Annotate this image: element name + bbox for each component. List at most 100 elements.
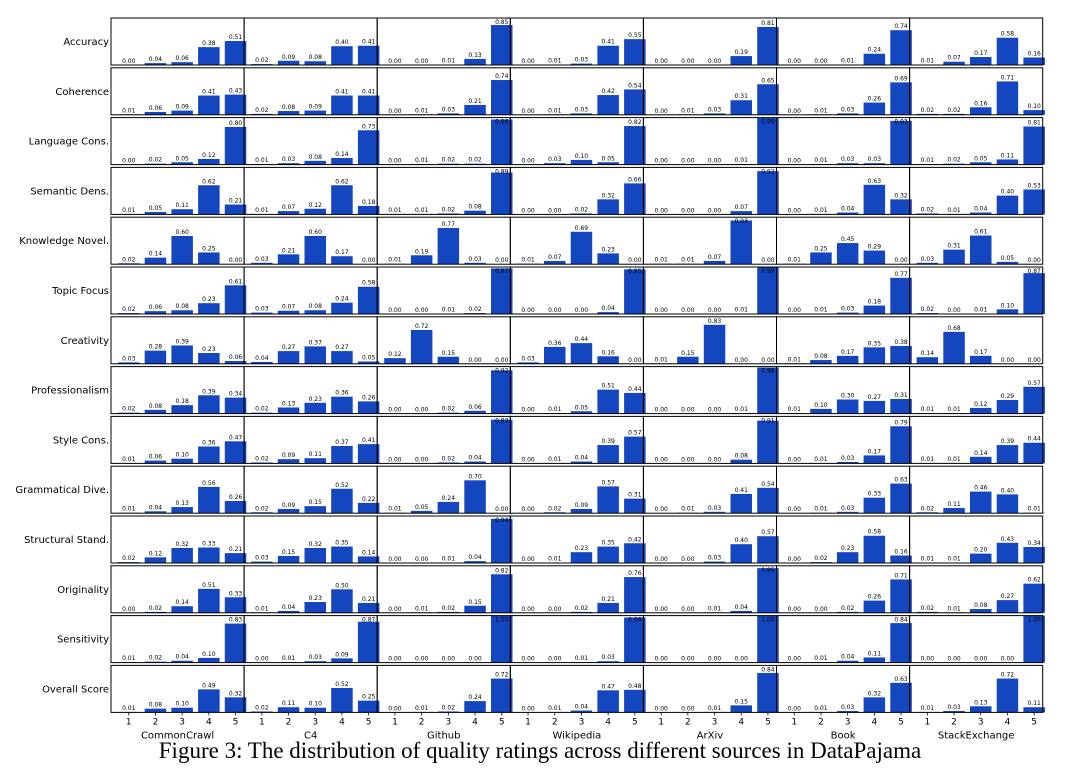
data-label-creativity-github-4: 0.00: [468, 357, 482, 364]
data-label-structural-stand-stackexchange-2: 0.01: [947, 556, 961, 563]
data-label-sensitivity-wikipedia-3: 0.01: [575, 655, 589, 662]
bar-language-cons-stackexchange-5: [1023, 126, 1045, 165]
data-label-overall-score-commoncrawl-2: 0.08: [149, 702, 163, 709]
bar-grammatical-dive-github-2: [410, 510, 433, 514]
data-label-originality-c4-5: 0.21: [362, 596, 376, 603]
data-label-structural-stand-book-2: 0.02: [814, 555, 828, 562]
data-label-overall-score-wikipedia-3: 0.04: [575, 704, 589, 711]
data-label-semantic-dens-stackexchange-2: 0.01: [947, 207, 961, 214]
bar-creativity-book-5: [890, 345, 912, 364]
bar-professionalism-commoncrawl-4: [198, 395, 220, 414]
data-label-semantic-dens-github-3: 0.02: [442, 206, 456, 213]
x-tick-label-book-2: 2: [818, 717, 824, 727]
bar-grammatical-dive-c4-4: [331, 488, 353, 514]
data-label-topic-focus-wikipedia-2: 0.00: [548, 307, 562, 314]
data-label-semantic-dens-arxiv-5: 0.92: [761, 168, 775, 175]
data-label-topic-focus-arxiv-2: 0.00: [681, 307, 695, 314]
bar-professionalism-c4-5: [357, 401, 380, 414]
data-label-sensitivity-stackexchange-5: 1.00: [1027, 617, 1041, 624]
column-title-commoncrawl: CommonCrawl: [141, 730, 214, 741]
bar-language-cons-c4-4: [331, 158, 353, 165]
x-tick-label-wikipedia-5: 5: [632, 717, 638, 727]
data-label-topic-focus-stackexchange-5: 0.87: [1027, 268, 1041, 275]
bar-style-cons-commoncrawl-2: [144, 460, 167, 464]
bar-language-cons-commoncrawl-5: [224, 127, 247, 165]
data-label-language-cons-stackexchange-5: 0.81: [1027, 120, 1041, 127]
data-label-accuracy-wikipedia-4: 0.41: [601, 39, 615, 46]
bar-accuracy-c4-2: [277, 60, 300, 65]
bar-semantic-dens-arxiv-5: [757, 171, 779, 215]
bar-creativity-commoncrawl-5: [224, 360, 247, 364]
data-label-style-cons-c4-4: 0.37: [335, 439, 349, 446]
data-label-semantic-dens-github-4: 0.08: [468, 204, 482, 211]
bar-coherence-c4-5: [357, 95, 380, 115]
data-label-topic-focus-commoncrawl-5: 0.61: [229, 278, 243, 285]
bar-coherence-arxiv-4: [730, 100, 752, 115]
data-label-knowledge-novel-arxiv-2: 0.01: [681, 257, 695, 264]
x-tick-label-c4-5: 5: [366, 717, 372, 727]
data-label-style-cons-arxiv-5: 0.91: [761, 417, 775, 424]
data-label-overall-score-wikipedia-4: 0.47: [601, 683, 615, 690]
data-label-accuracy-wikipedia-1: 0.00: [521, 58, 535, 65]
data-label-professionalism-book-5: 0.31: [894, 392, 908, 399]
data-label-style-cons-github-5: 0.93: [495, 417, 509, 424]
data-label-creativity-c4-3: 0.37: [309, 339, 323, 346]
data-label-language-cons-github-5: 0.96: [495, 119, 509, 126]
bar-language-cons-wikipedia-5: [624, 126, 646, 165]
data-label-creativity-arxiv-2: 0.15: [681, 350, 695, 357]
data-label-grammatical-dive-commoncrawl-4: 0.56: [202, 480, 216, 487]
data-label-knowledge-novel-github-5: 0.00: [495, 257, 509, 264]
data-label-accuracy-c4-4: 0.40: [335, 39, 349, 46]
bar-structural-stand-arxiv-5: [757, 536, 779, 563]
data-label-sensitivity-commoncrawl-4: 0.10: [202, 651, 216, 658]
data-label-structural-stand-book-1: 0.00: [788, 556, 802, 563]
data-label-sensitivity-commoncrawl-1: 0.01: [122, 655, 136, 662]
data-label-coherence-arxiv-4: 0.31: [735, 93, 749, 100]
bar-topic-focus-stackexchange-5: [1023, 273, 1045, 314]
data-label-language-cons-wikipedia-5: 0.82: [628, 119, 642, 126]
data-label-knowledge-novel-c4-1: 0.03: [255, 256, 269, 263]
data-label-creativity-c4-4: 0.27: [335, 344, 349, 351]
bar-overall-score-book-3: [836, 710, 859, 713]
data-label-language-cons-wikipedia-2: 0.03: [548, 156, 562, 163]
panel-frame-creativity-stackexchange: [909, 316, 1044, 365]
bar-style-cons-commoncrawl-5: [224, 441, 247, 464]
bar-creativity-c4-4: [331, 351, 353, 364]
bar-topic-focus-c4-3: [304, 310, 326, 314]
data-label-structural-stand-book-4: 0.58: [868, 529, 882, 536]
bar-grammatical-dive-book-3: [836, 511, 859, 514]
bar-style-cons-wikipedia-5: [624, 436, 646, 464]
bar-originality-commoncrawl-5: [224, 597, 247, 613]
data-label-professionalism-github-1: 0.00: [388, 407, 402, 414]
data-label-topic-focus-c4-3: 0.08: [309, 303, 323, 310]
data-label-style-cons-commoncrawl-3: 0.10: [175, 452, 189, 459]
x-tick-label-arxiv-3: 3: [712, 717, 718, 727]
row-label-overall-score: Overall Score: [42, 684, 109, 695]
data-label-topic-focus-github-1: 0.00: [388, 307, 402, 314]
bar-professionalism-commoncrawl-5: [224, 397, 247, 414]
data-label-grammatical-dive-github-4: 0.70: [468, 473, 482, 480]
bar-grammatical-dive-github-4: [464, 480, 486, 514]
data-label-sensitivity-github-5: 1.00: [495, 617, 509, 624]
x-tick-label-c4-3: 3: [312, 717, 318, 727]
bar-semantic-dens-c4-3: [304, 208, 326, 215]
data-label-overall-score-book-5: 0.63: [894, 676, 908, 683]
panel-frame-structural-stand-stackexchange: [909, 515, 1044, 564]
bar-coherence-commoncrawl-5: [224, 94, 247, 115]
bar-professionalism-stackexchange-3: [970, 407, 992, 414]
data-label-topic-focus-stackexchange-2: 0.00: [947, 307, 961, 314]
data-label-sensitivity-c4-4: 0.09: [335, 651, 349, 658]
row-label-structural-stand: Structural Stand.: [24, 535, 109, 546]
data-label-coherence-c4-3: 0.09: [309, 104, 323, 111]
bar-knowledge-novel-stackexchange-1: [916, 262, 939, 265]
data-label-sensitivity-arxiv-3: 0.00: [708, 656, 722, 663]
data-label-structural-stand-c4-1: 0.03: [255, 555, 269, 562]
bar-accuracy-commoncrawl-2: [144, 63, 167, 65]
bar-semantic-dens-c4-4: [331, 185, 353, 215]
column-title-github: Github: [427, 730, 460, 741]
bar-style-cons-c4-5: [357, 444, 380, 464]
bar-sensitivity-commoncrawl-4: [198, 657, 220, 663]
x-tick-label-stackexchange-2: 2: [951, 717, 957, 727]
bar-overall-score-github-4: [464, 701, 486, 713]
data-label-coherence-commoncrawl-5: 0.43: [229, 88, 243, 95]
